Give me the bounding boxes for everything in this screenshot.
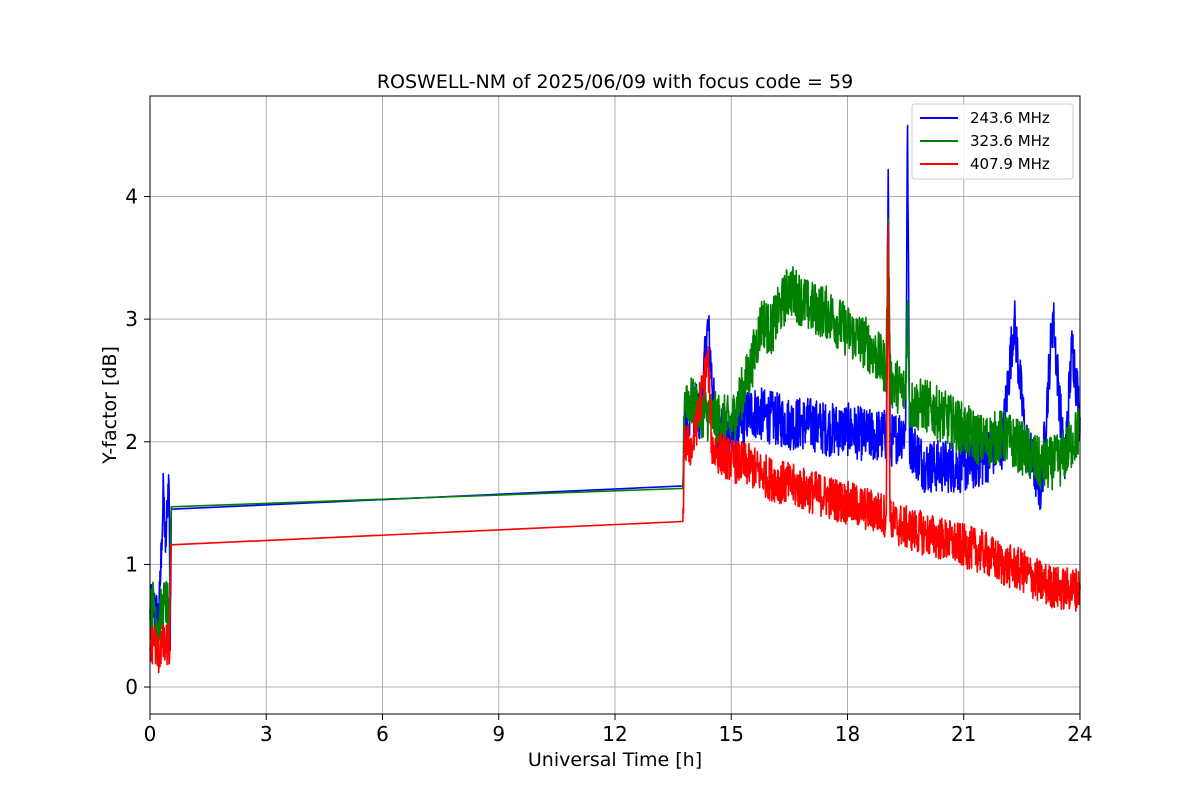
x-tick-label: 12	[602, 722, 627, 746]
legend: 243.6 MHz 323.6 MHz 407.9 MHz	[911, 103, 1074, 180]
series-line-2	[149, 217, 1081, 643]
x-tick-label: 3	[260, 722, 273, 746]
y-tick-label: 4	[125, 185, 138, 209]
x-tick-label: 21	[951, 722, 976, 746]
y-tick-label: 1	[125, 552, 138, 576]
y-tick-label: 0	[125, 675, 138, 699]
y-tick-label: 3	[125, 307, 138, 331]
y-tick-label: 2	[125, 430, 138, 454]
x-tick-label: 9	[492, 722, 505, 746]
x-tick-label: 18	[835, 722, 860, 746]
series-layer	[149, 124, 1081, 674]
x-tick-label: 6	[376, 722, 389, 746]
x-tick-label: 15	[719, 722, 744, 746]
chart-title: ROSWELL-NM of 2025/06/09 with focus code…	[377, 71, 853, 93]
legend-label: 323.6 MHz	[970, 132, 1050, 150]
x-tick-label: 0	[144, 722, 157, 746]
legend-label: 407.9 MHz	[970, 155, 1050, 173]
legend-label: 243.6 MHz	[970, 109, 1050, 127]
y-axis-label: Y-factor [dB]	[99, 346, 121, 465]
x-tick-label: 24	[1067, 722, 1092, 746]
series-line-3	[149, 222, 1081, 674]
legend-box	[911, 103, 1074, 180]
x-axis-label: Universal Time [h]	[528, 749, 702, 771]
